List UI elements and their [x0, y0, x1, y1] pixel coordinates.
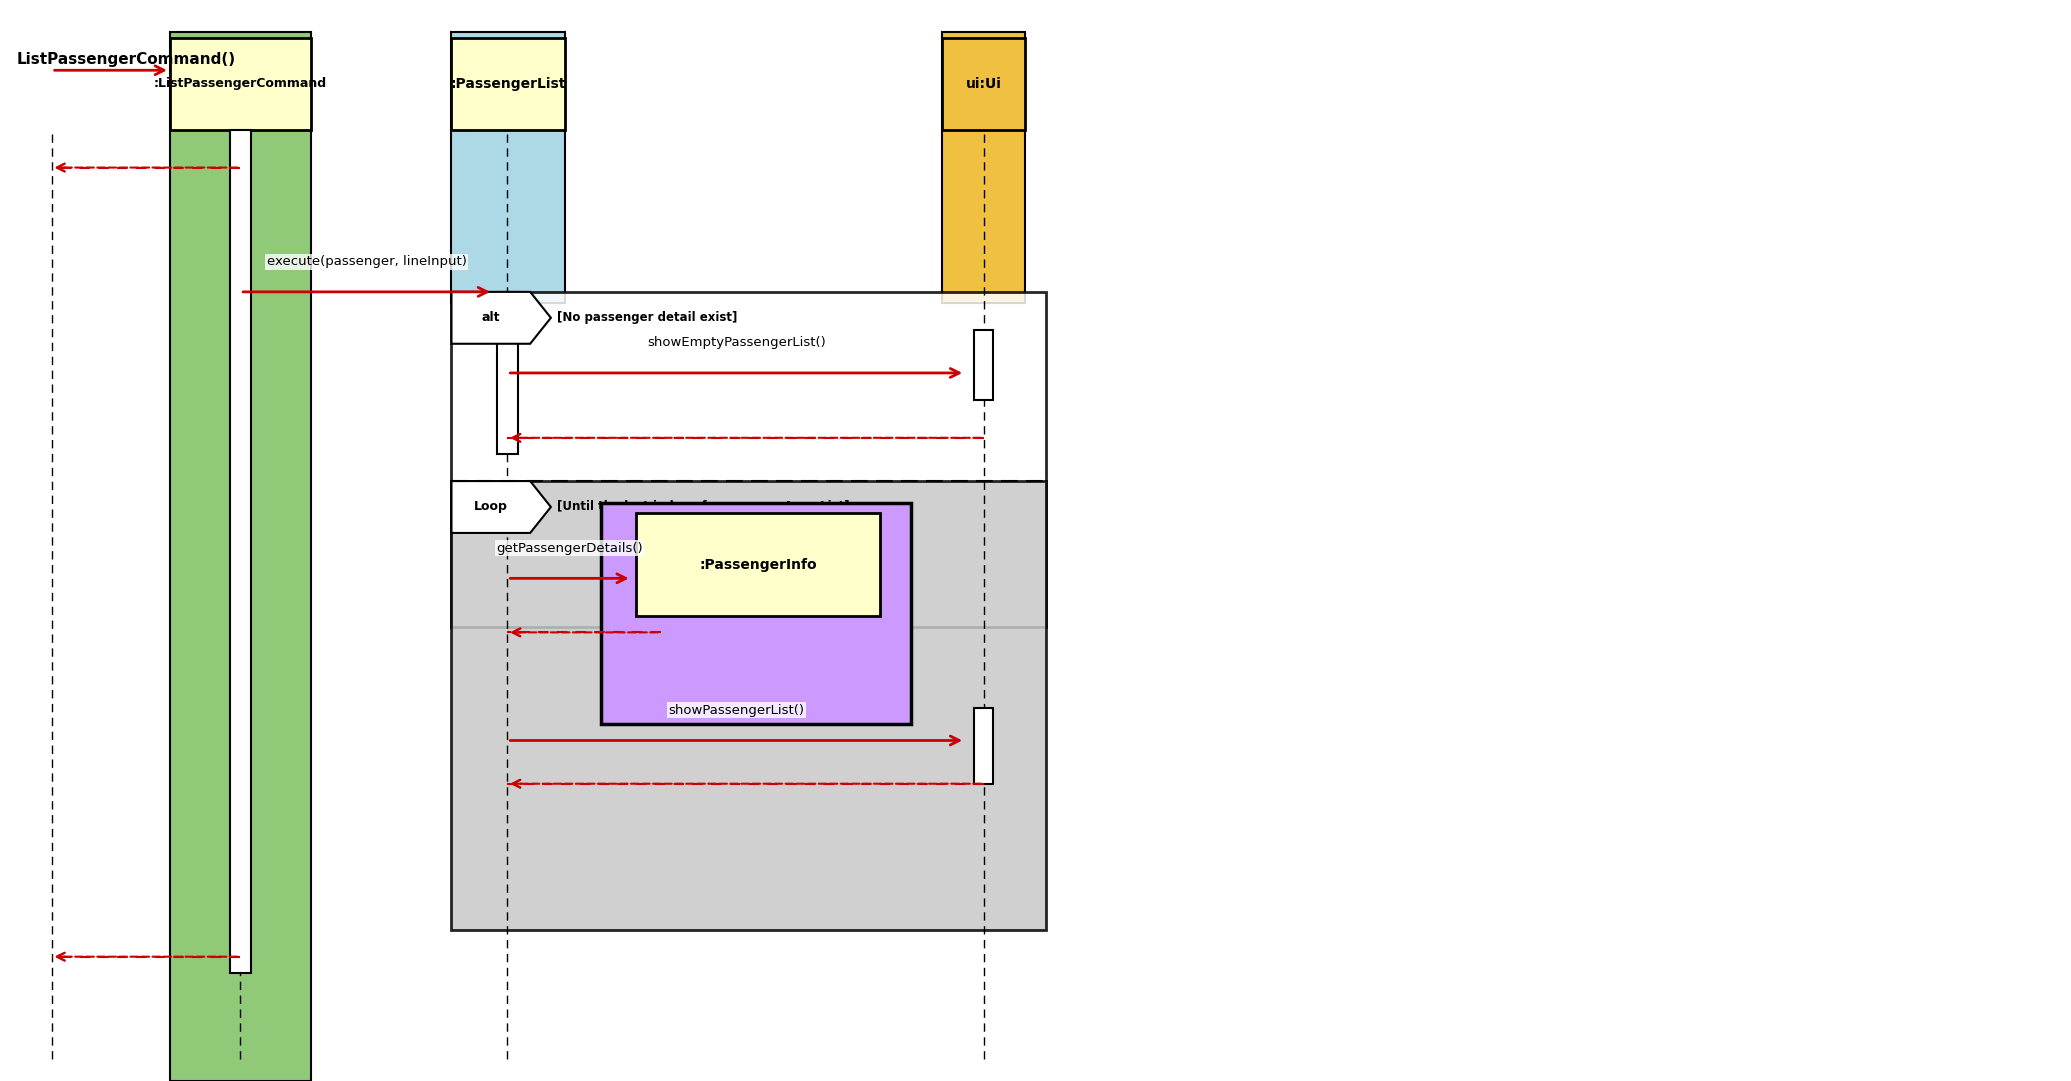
- Text: :PassengerList: :PassengerList: [451, 77, 565, 91]
- Bar: [601, 503, 911, 724]
- Bar: [634, 530, 650, 649]
- Polygon shape: [451, 481, 551, 533]
- Text: [No passenger detail exist]: [No passenger detail exist]: [557, 311, 737, 324]
- Bar: [497, 292, 518, 454]
- Text: Loop: Loop: [474, 501, 507, 513]
- Bar: [170, 32, 311, 1081]
- Bar: [451, 32, 565, 303]
- Bar: [170, 38, 311, 130]
- Text: alt: alt: [483, 311, 499, 324]
- Text: getPassengerDetails(): getPassengerDetails(): [497, 542, 642, 555]
- Polygon shape: [451, 292, 551, 344]
- Text: ui:Ui: ui:Ui: [965, 77, 1002, 91]
- Text: showEmptyPassengerList(): showEmptyPassengerList(): [646, 336, 826, 349]
- Bar: [451, 481, 1046, 930]
- Bar: [230, 130, 251, 973]
- Bar: [451, 38, 565, 130]
- Text: :PassengerInfo: :PassengerInfo: [700, 558, 816, 572]
- Bar: [942, 38, 1025, 130]
- Text: :ListPassengerCommand: :ListPassengerCommand: [153, 77, 327, 91]
- Text: ListPassengerCommand(): ListPassengerCommand(): [17, 52, 236, 67]
- Text: showPassengerList(): showPassengerList(): [669, 704, 804, 717]
- Bar: [973, 708, 994, 784]
- Bar: [973, 330, 994, 400]
- Bar: [636, 513, 880, 616]
- Bar: [451, 292, 1046, 627]
- Bar: [942, 32, 1025, 303]
- Text: [Until the last index of passenger ArrayList]: [Until the last index of passenger Array…: [557, 501, 849, 513]
- Text: execute(passenger, lineInput): execute(passenger, lineInput): [267, 255, 466, 268]
